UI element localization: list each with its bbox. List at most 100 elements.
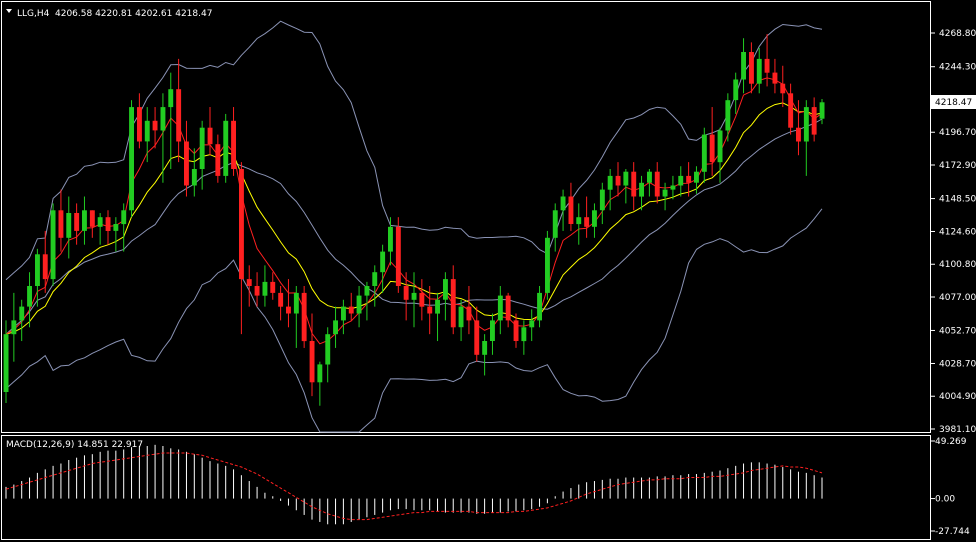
candle[interactable]: [411, 272, 417, 328]
candle[interactable]: [89, 210, 95, 238]
candle[interactable]: [372, 265, 378, 307]
candle[interactable]: [380, 244, 386, 293]
candle[interactable]: [356, 285, 362, 328]
candle[interactable]: [333, 306, 338, 348]
candle[interactable]: [199, 120, 205, 190]
candle[interactable]: [152, 107, 158, 149]
candle[interactable]: [584, 196, 590, 238]
candle[interactable]: [270, 272, 276, 300]
candle[interactable]: [74, 203, 80, 245]
candle[interactable]: [772, 58, 778, 94]
candle[interactable]: [623, 168, 629, 204]
dropdown-triangle-icon[interactable]: [6, 9, 12, 13]
candle[interactable]: [246, 265, 252, 307]
candle[interactable]: [215, 134, 221, 183]
candle[interactable]: [709, 107, 715, 176]
candle[interactable]: [66, 196, 72, 259]
candle[interactable]: [474, 306, 480, 362]
candle[interactable]: [764, 34, 770, 87]
candle[interactable]: [803, 100, 809, 176]
candle[interactable]: [788, 83, 794, 135]
candle[interactable]: [670, 175, 676, 200]
candle[interactable]: [19, 299, 25, 342]
candle[interactable]: [756, 47, 762, 94]
candle[interactable]: [278, 285, 284, 321]
candle[interactable]: [262, 265, 268, 307]
candle[interactable]: [176, 58, 182, 163]
candle[interactable]: [82, 196, 87, 245]
candle[interactable]: [50, 203, 56, 286]
candle[interactable]: [341, 299, 346, 335]
candle[interactable]: [513, 313, 519, 348]
candle[interactable]: [607, 168, 613, 211]
candle[interactable]: [286, 279, 291, 328]
candle[interactable]: [325, 327, 331, 383]
candle[interactable]: [435, 292, 440, 342]
candle[interactable]: [419, 279, 425, 321]
candle[interactable]: [427, 285, 433, 335]
candle[interactable]: [403, 272, 409, 321]
candle[interactable]: [317, 361, 323, 406]
candle[interactable]: [560, 189, 566, 231]
candlesticks[interactable]: [3, 34, 825, 406]
candle[interactable]: [58, 189, 64, 252]
candle[interactable]: [631, 162, 637, 211]
candle[interactable]: [662, 182, 668, 211]
candle[interactable]: [545, 230, 550, 300]
candle[interactable]: [254, 272, 260, 307]
candle[interactable]: [466, 285, 472, 335]
candle[interactable]: [239, 162, 244, 335]
candle[interactable]: [811, 97, 817, 142]
candle[interactable]: [725, 93, 731, 142]
candle[interactable]: [184, 120, 189, 197]
candle[interactable]: [505, 292, 511, 328]
candle[interactable]: [443, 272, 448, 321]
candle[interactable]: [482, 334, 488, 376]
candle[interactable]: [97, 213, 103, 245]
candle[interactable]: [309, 313, 315, 397]
candle[interactable]: [42, 230, 48, 293]
candle[interactable]: [529, 309, 535, 342]
candle[interactable]: [599, 182, 605, 225]
candle[interactable]: [113, 217, 119, 252]
candle[interactable]: [301, 285, 307, 348]
candle[interactable]: [780, 65, 786, 108]
candle[interactable]: [717, 127, 723, 183]
candle[interactable]: [497, 285, 503, 335]
candle[interactable]: [11, 292, 17, 362]
candle[interactable]: [639, 175, 644, 211]
candle[interactable]: [137, 93, 142, 149]
candle[interactable]: [364, 281, 370, 321]
candle[interactable]: [796, 100, 801, 156]
candle[interactable]: [35, 248, 40, 307]
candle[interactable]: [3, 320, 9, 403]
candle[interactable]: [348, 292, 354, 321]
candle[interactable]: [105, 210, 111, 245]
candle[interactable]: [129, 100, 134, 218]
candle[interactable]: [694, 166, 699, 194]
candle[interactable]: [654, 162, 660, 204]
candle[interactable]: [191, 148, 197, 197]
candle[interactable]: [615, 162, 621, 197]
candle[interactable]: [207, 107, 213, 156]
candle[interactable]: [749, 42, 754, 94]
candle[interactable]: [733, 72, 739, 114]
candle[interactable]: [395, 217, 401, 293]
candle[interactable]: [231, 107, 236, 176]
candle[interactable]: [144, 107, 150, 163]
candle[interactable]: [458, 299, 464, 342]
candle[interactable]: [741, 38, 746, 94]
candle[interactable]: [576, 203, 582, 245]
candle[interactable]: [701, 127, 707, 183]
candle[interactable]: [450, 265, 456, 335]
candle[interactable]: [686, 162, 692, 197]
candle[interactable]: [168, 72, 174, 169]
candle[interactable]: [592, 203, 597, 238]
candle[interactable]: [568, 182, 574, 231]
candle[interactable]: [293, 285, 299, 348]
candle[interactable]: [121, 203, 127, 252]
candle[interactable]: [223, 113, 229, 183]
candle[interactable]: [388, 217, 393, 266]
candle[interactable]: [521, 320, 527, 355]
